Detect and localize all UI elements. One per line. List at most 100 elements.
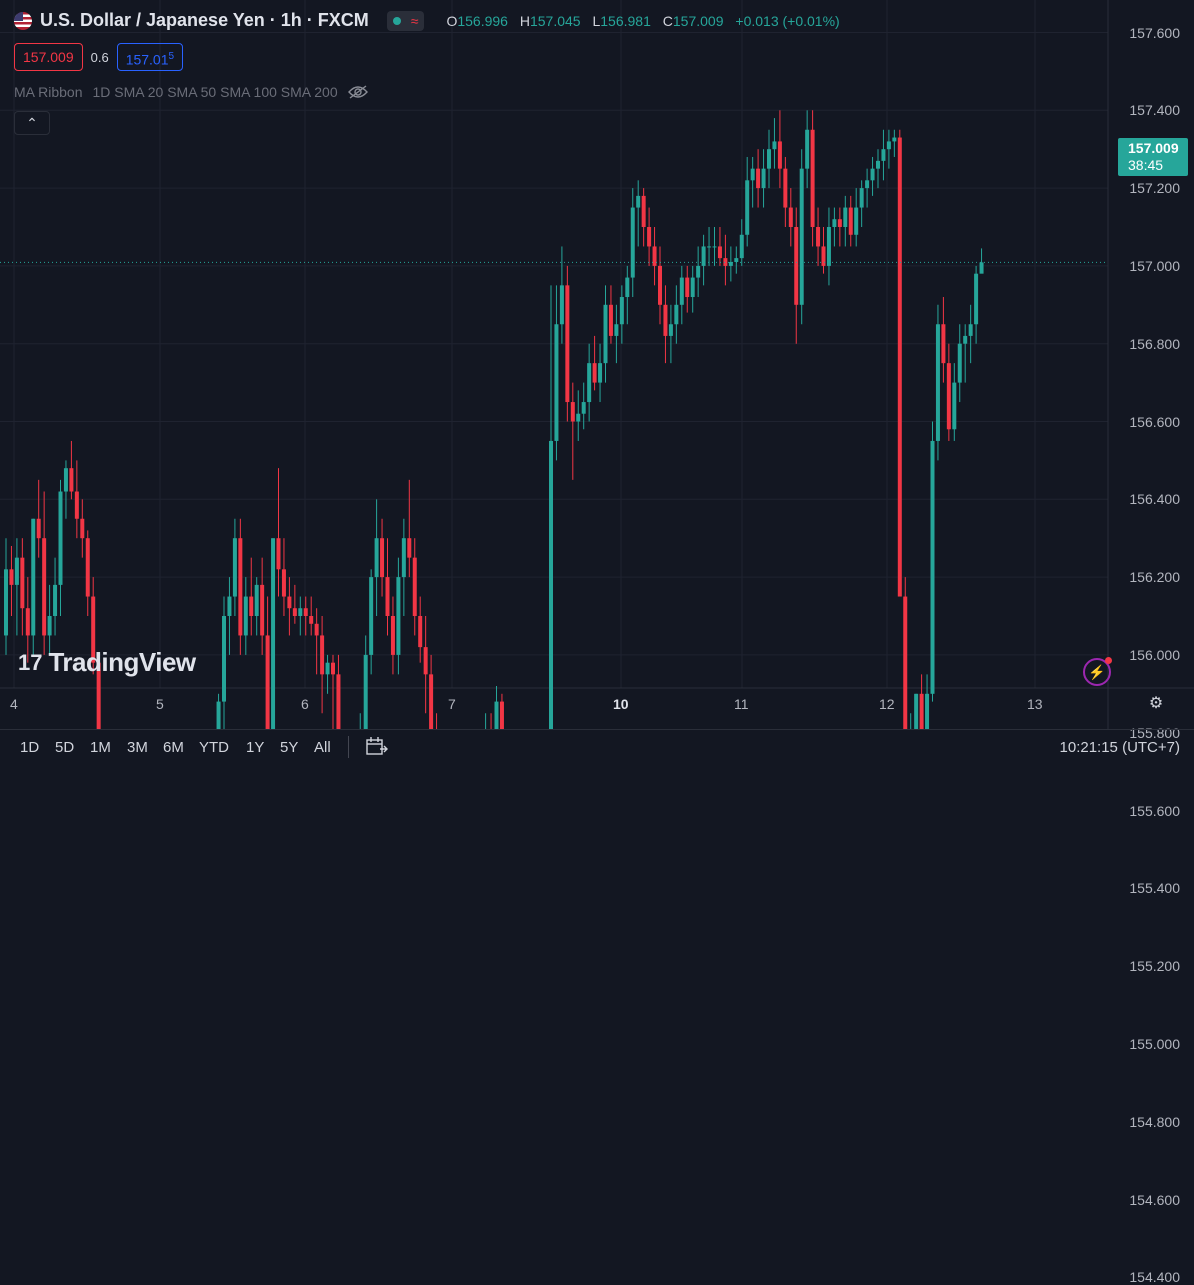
- sell-button[interactable]: 157.009: [14, 43, 83, 71]
- collapse-legend-button[interactable]: ⌃: [14, 111, 50, 135]
- last-price-value: 157.009: [1128, 140, 1179, 156]
- candle-body: [750, 168, 755, 181]
- candle-body: [914, 693, 919, 729]
- candle-body: [31, 518, 36, 636]
- candle-body: [14, 557, 19, 585]
- spread-value: 0.6: [90, 49, 109, 65]
- price-tick-label: 156.400: [1129, 491, 1180, 508]
- candle: [559, 246, 564, 344]
- candle: [957, 324, 962, 403]
- time-tick-label: 7: [448, 696, 456, 712]
- candle: [870, 156, 875, 196]
- symbol-header[interactable]: U.S. Dollar / Japanese Yen · 1h · FXCM ≈…: [14, 10, 840, 31]
- candle-body: [712, 246, 717, 248]
- candle: [805, 110, 810, 189]
- candle-body: [303, 608, 308, 616]
- candle-body: [314, 623, 319, 636]
- candle-body: [674, 304, 679, 325]
- candle-body: [854, 207, 859, 235]
- candle: [968, 304, 973, 364]
- candle-body: [243, 596, 248, 636]
- logo-mark: 17: [18, 649, 43, 675]
- candle-body: [216, 701, 221, 729]
- candle-body: [919, 693, 924, 729]
- candle-body: [570, 402, 575, 422]
- buy-button[interactable]: 157.015: [116, 43, 184, 71]
- candle-body: [581, 402, 586, 414]
- candle-body: [598, 363, 603, 383]
- candle-body: [734, 258, 739, 263]
- timeframe-1d[interactable]: 1D: [20, 739, 40, 756]
- candle: [260, 557, 265, 655]
- candle: [91, 577, 96, 675]
- candle-body: [723, 258, 728, 266]
- candle: [216, 693, 221, 729]
- candlestick-chart[interactable]: [0, 0, 1194, 729]
- candle: [636, 180, 641, 247]
- symbol-title[interactable]: U.S. Dollar / Japanese Yen · 1h · FXCM: [40, 10, 369, 30]
- timeframe-all[interactable]: All: [314, 739, 331, 756]
- candle-body: [418, 616, 423, 648]
- candle-body: [930, 440, 935, 694]
- candle-body: [668, 324, 673, 336]
- candle: [423, 616, 428, 714]
- candle-body: [974, 273, 979, 325]
- timeframe-1m[interactable]: 1M: [90, 739, 111, 756]
- candle-body: [309, 616, 314, 624]
- timeframe-5d[interactable]: 5D: [55, 739, 75, 756]
- candle: [739, 219, 744, 266]
- candle: [935, 304, 940, 461]
- candle: [641, 188, 646, 247]
- candle: [674, 285, 679, 344]
- candle-body: [696, 265, 701, 278]
- candle: [581, 382, 586, 430]
- indicator-params: 1D SMA 20 SMA 50 SMA 100 SMA 200: [92, 84, 338, 100]
- timeframe-6m[interactable]: 6M: [163, 739, 184, 756]
- candle-body: [826, 227, 831, 266]
- candle: [374, 499, 379, 616]
- candle-body: [249, 596, 254, 616]
- candle: [614, 304, 619, 364]
- candle-body: [96, 662, 101, 729]
- lightning-icon[interactable]: ⚡: [1083, 657, 1112, 686]
- timeframe-5y[interactable]: 5Y: [280, 739, 299, 756]
- open-value: 156.996: [457, 12, 508, 29]
- candle-body: [652, 246, 657, 266]
- candle: [941, 297, 946, 383]
- candle-body: [298, 608, 303, 616]
- candle-body: [701, 246, 706, 266]
- timeframe-1y[interactable]: 1Y: [246, 739, 265, 756]
- candle: [750, 156, 755, 208]
- clock[interactable]: 10:21:15 (UTC+7): [1059, 739, 1180, 756]
- candle-body: [374, 538, 379, 578]
- candle-body: [859, 188, 864, 208]
- candle-body: [47, 616, 52, 636]
- candle-body: [91, 596, 96, 663]
- timeframe-ytd[interactable]: YTD: [199, 739, 229, 756]
- toolbar-divider: [348, 736, 349, 758]
- candle: [630, 188, 635, 298]
- gear-icon[interactable]: ⚙: [1148, 695, 1164, 712]
- market-status[interactable]: ≈: [386, 10, 425, 31]
- eye-off-icon[interactable]: [347, 85, 368, 99]
- tradingview-logo[interactable]: 17 TradingView: [18, 647, 196, 678]
- candle-body: [265, 635, 270, 729]
- candle-body: [892, 137, 897, 142]
- indicator-legend[interactable]: MA Ribbon 1D SMA 20 SMA 50 SMA 100 SMA 2…: [14, 84, 368, 100]
- candle: [946, 343, 951, 441]
- close-value: 157.009: [672, 12, 724, 29]
- candle: [85, 530, 90, 616]
- candle: [952, 363, 957, 441]
- candle: [843, 195, 848, 247]
- timeframe-3m[interactable]: 3M: [127, 739, 148, 756]
- candle-body: [625, 277, 630, 298]
- candle-body: [42, 538, 47, 636]
- candle-body: [756, 168, 761, 189]
- candle: [254, 577, 259, 636]
- calendar-range-icon[interactable]: [366, 736, 388, 756]
- candle: [696, 246, 701, 298]
- candle: [783, 156, 788, 227]
- candle: [652, 227, 657, 286]
- candle: [658, 246, 662, 325]
- candle: [848, 195, 853, 247]
